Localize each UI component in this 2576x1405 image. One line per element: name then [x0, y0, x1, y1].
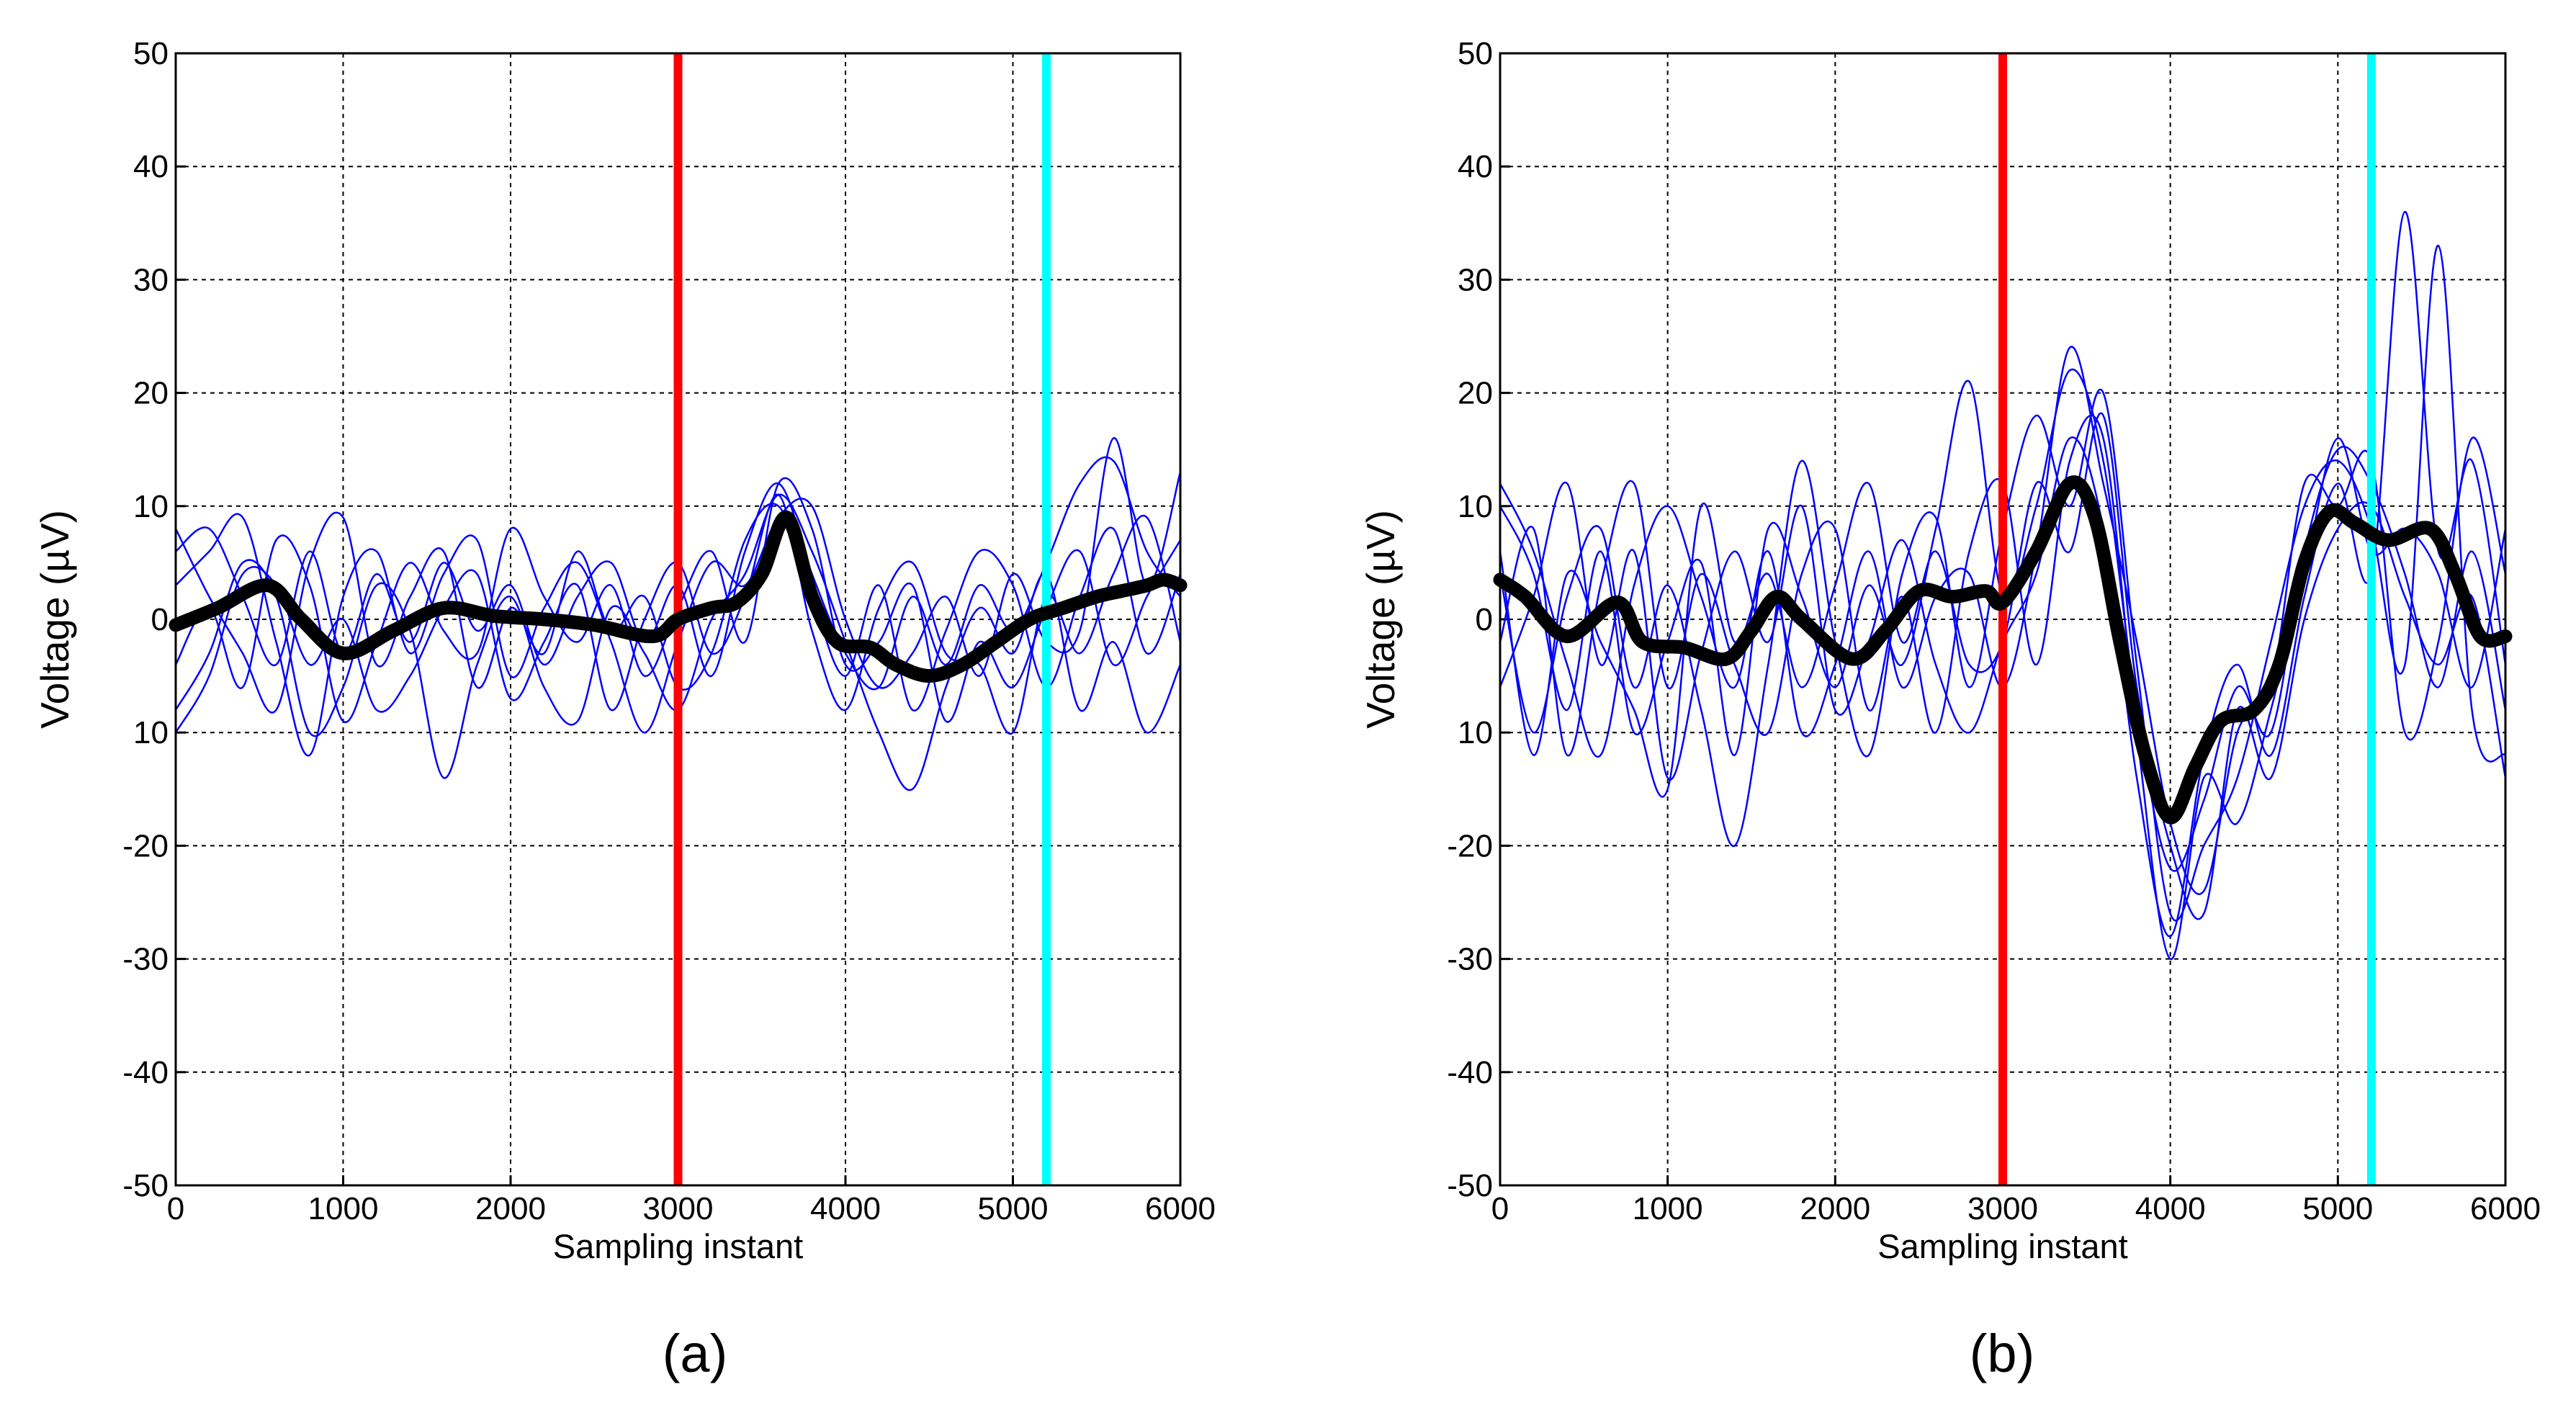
- panel-b-y-tick-label: 20: [1458, 376, 1493, 411]
- panel-a-x-tick-label: 2000: [475, 1191, 546, 1226]
- panel-a-x-tick-label: 0: [167, 1191, 184, 1226]
- panel-a-mean: [169, 511, 1188, 683]
- panel-b-x-tick-labels: 0 1000 2000 3000 4000 5000 6000: [1491, 1191, 2541, 1226]
- panel-a-y-tick-label: -20: [122, 828, 169, 863]
- panel-b-y-tick-label: 30: [1458, 262, 1493, 297]
- panel-b-trial-trace-3: [1499, 244, 2506, 922]
- panel-a-x-tick-label: 1000: [308, 1191, 379, 1226]
- panel-a-x-tick-label: 5000: [978, 1191, 1049, 1226]
- panel-a-x-tick-label: 4000: [810, 1191, 881, 1226]
- panel-b-y-tick-label: 10: [1458, 489, 1493, 524]
- panel-a-y-axis-label: Voltage (µV): [32, 510, 77, 729]
- panel-a-y-tick-label: 40: [133, 149, 169, 184]
- panel-b-x-tick-label: 5000: [2302, 1191, 2373, 1226]
- panel-b-x-tick-label: 2000: [1800, 1191, 1870, 1226]
- panel-b-caption: (b): [1970, 1324, 2034, 1383]
- panel-b-mean: [1493, 475, 2513, 825]
- panel-b-y-tick-label: 50: [1458, 36, 1493, 71]
- panel-b-y-axis-label: Voltage (µV): [1358, 510, 1403, 729]
- panel-a-y-tick-labels: 50 40 30 20 10 0 10 -20 -30 -40 -50: [122, 36, 169, 1203]
- panel-a-y-tick-label: -30: [122, 942, 169, 977]
- panel-b-y-tick-label: 10: [1458, 715, 1493, 750]
- panel-a-y-tick-label: 10: [133, 715, 169, 750]
- panel-b-x-axis-label: Sampling instant: [1877, 1227, 2127, 1265]
- panel-a-y-tick-label: 0: [151, 602, 169, 637]
- panel-b-markers: [1998, 53, 2376, 1185]
- panel-a-axes-frame: [174, 52, 1182, 1187]
- panel-b-x-tick-label: 1000: [1633, 1191, 1703, 1226]
- panel-b-x-tick-label: 3000: [1967, 1191, 2038, 1226]
- panel-a-y-tick-label: -50: [122, 1168, 169, 1203]
- panel-a: 0 1000 2000 3000 4000 5000 6000 50 40 30 20 10 0 10 -…: [32, 36, 1216, 1383]
- panel-b-y-tick-label: 40: [1458, 149, 1493, 184]
- panel-b: 0 1000 2000 3000 4000 5000 6000 50 40 30 20 10 0 10 -…: [1358, 36, 2541, 1383]
- panel-a-x-tick-labels: 0 1000 2000 3000 4000 5000 6000: [167, 1191, 1216, 1226]
- panel-b-y-tick-label: -20: [1447, 828, 1493, 863]
- panel-b-y-tick-labels: 50 40 30 20 10 0 10 -20 -30 -40 -50: [1447, 36, 1493, 1203]
- panel-b-x-tick-label: 0: [1491, 1191, 1509, 1226]
- panel-a-y-tick-label: 30: [133, 262, 169, 297]
- panel-b-x-tick-label: 6000: [2470, 1191, 2541, 1226]
- panel-b-y-tick-label: 0: [1476, 602, 1493, 637]
- panel-a-y-tick-label: 10: [133, 489, 169, 524]
- panel-a-y-tick-label: 50: [133, 36, 169, 71]
- panel-a-mean-trace: [169, 511, 1188, 683]
- panel-b-mean-trace: [1493, 475, 2513, 825]
- panel-a-x-tick-label: 6000: [1145, 1191, 1216, 1226]
- panel-b-y-tick-label: -50: [1447, 1168, 1493, 1203]
- panel-a-x-tick-label: 3000: [643, 1191, 714, 1226]
- panel-b-y-tick-label: -30: [1447, 942, 1493, 977]
- panel-a-y-tick-label: 20: [133, 376, 169, 411]
- panel-a-x-axis-label: Sampling instant: [553, 1227, 803, 1265]
- panel-a-trial-trace-4: [174, 477, 1182, 724]
- panel-b-y-tick-label: -40: [1447, 1055, 1493, 1090]
- panel-a-caption: (a): [663, 1324, 727, 1383]
- panel-b-axes-frame: [1499, 52, 2507, 1187]
- panel-b-x-tick-label: 4000: [2135, 1191, 2206, 1226]
- panel-a-y-tick-label: -40: [122, 1055, 169, 1090]
